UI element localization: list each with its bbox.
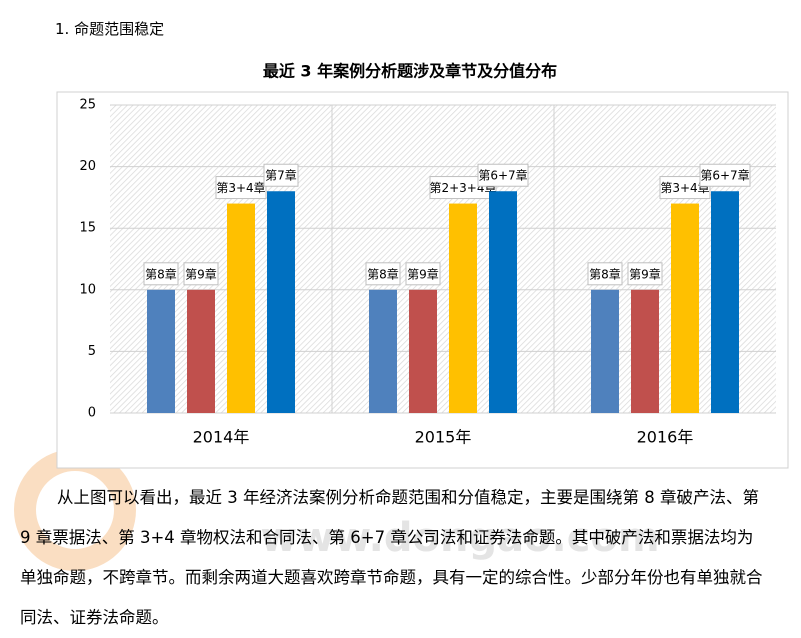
watermark-text: www.dongao.com xyxy=(260,515,659,561)
bar xyxy=(369,289,397,413)
data-label-box xyxy=(477,163,529,187)
data-label-box xyxy=(365,262,401,286)
data-label: 第9章 xyxy=(407,266,439,281)
data-label: 第8章 xyxy=(145,266,177,281)
bar xyxy=(147,289,175,413)
y-tick-label: 5 xyxy=(88,344,96,359)
bar xyxy=(187,289,215,413)
paragraph: 从上图可以看出，最近 3 年经济法案例分析命题范围和分值稳定，主要是围绕第 8 … xyxy=(20,488,763,627)
plot-area xyxy=(110,105,776,413)
y-tick-label: 25 xyxy=(79,98,96,113)
data-label: 第3+4章 xyxy=(216,180,265,195)
chart-title: 最近 3 年案例分析题涉及章节及分值分布 xyxy=(263,62,557,81)
heading: 1. 命题范围稳定 xyxy=(55,20,165,38)
y-tick-label: 0 xyxy=(88,406,96,421)
bar xyxy=(449,203,477,413)
x-tick-label: 2015年 xyxy=(415,428,472,447)
data-label-box xyxy=(405,262,441,286)
data-label-box xyxy=(627,262,663,286)
bar xyxy=(267,191,295,413)
data-label-box xyxy=(659,176,711,200)
data-label: 第8章 xyxy=(589,266,621,281)
y-tick-label: 15 xyxy=(79,221,96,236)
chart: 最近 3 年案例分析题涉及章节及分值分布 05101520252014年第8章第… xyxy=(56,62,789,469)
y-tick-label: 10 xyxy=(79,282,96,297)
x-tick-label: 2016年 xyxy=(637,428,694,447)
data-label-box xyxy=(143,262,179,286)
bar xyxy=(711,191,739,413)
data-label-box xyxy=(263,163,299,187)
bar xyxy=(591,289,619,413)
data-label: 第3+4章 xyxy=(660,180,709,195)
data-label-box xyxy=(215,176,267,200)
bar xyxy=(631,289,659,413)
bar xyxy=(227,203,255,413)
data-label: 第7章 xyxy=(265,168,297,183)
data-label: 第6+7章 xyxy=(700,168,749,183)
data-label: 第9章 xyxy=(629,266,661,281)
data-label-box xyxy=(587,262,623,286)
bar xyxy=(409,289,437,413)
data-label: 第6+7章 xyxy=(478,168,527,183)
data-label-box xyxy=(183,262,219,286)
bar xyxy=(489,191,517,413)
data-label-box xyxy=(699,163,751,187)
data-label: 第8章 xyxy=(367,266,399,281)
data-label: 第9章 xyxy=(185,266,217,281)
y-tick-label: 20 xyxy=(79,159,96,174)
bar xyxy=(671,203,699,413)
x-tick-label: 2014年 xyxy=(193,428,250,447)
